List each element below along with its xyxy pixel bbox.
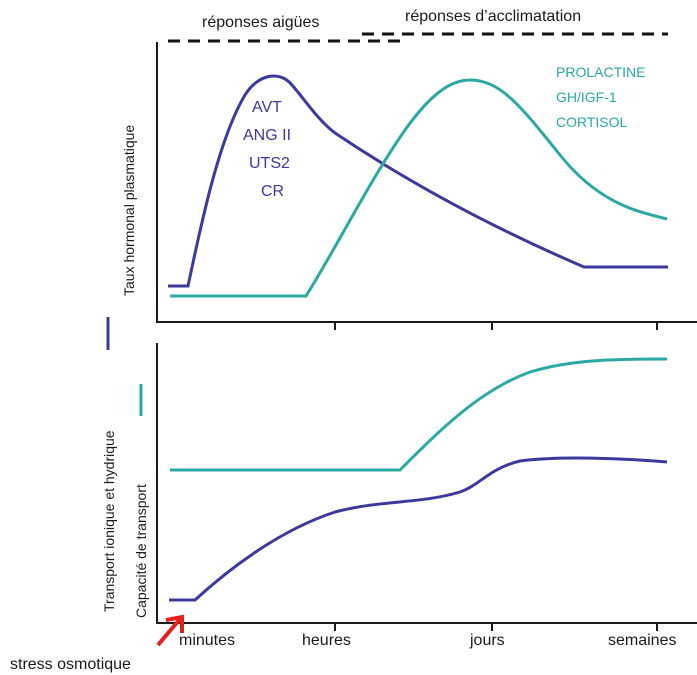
hormone-label-cr: CR bbox=[261, 183, 284, 200]
bottom-y-axis-label-teal: Capacité de transport bbox=[133, 484, 149, 618]
acute-response-label: réponses aigües bbox=[202, 14, 319, 31]
hormone-label-uts2: UTS2 bbox=[249, 155, 290, 172]
acute-hormone-curve bbox=[168, 74, 668, 288]
hormone-label-cortisol: CORTISOL bbox=[556, 114, 628, 130]
bottom-panel-axes bbox=[156, 343, 697, 624]
hormone-label-prolactine: PROLACTINE bbox=[556, 64, 645, 80]
acclimation-hormone-curve bbox=[170, 78, 668, 298]
bottom-y-axis-label-blue: Transport ionique et hydrique bbox=[101, 430, 117, 612]
hormone-label-avt: AVT bbox=[252, 99, 282, 116]
transport-capacity-curve bbox=[170, 357, 668, 472]
x-tick-jours: jours bbox=[469, 632, 505, 649]
top-panel-axes bbox=[156, 42, 697, 323]
x-tick-minutes: minutes bbox=[179, 632, 235, 649]
acclimation-response-label: réponses d’acclimatation bbox=[405, 8, 581, 25]
hormone-label-gh-igf1: GH/IGF-1 bbox=[556, 89, 617, 105]
bottom-panel: Transport ionique et hydrique Capacité d… bbox=[101, 317, 697, 631]
x-tick-heures: heures bbox=[302, 632, 351, 649]
stress-osmotique-label: stress osmotique bbox=[10, 656, 131, 673]
ion-water-transport-curve bbox=[169, 456, 668, 602]
stress-arrow-icon bbox=[156, 614, 184, 647]
hormone-label-ang-ii: ANG II bbox=[243, 127, 291, 144]
x-tick-semaines: semaines bbox=[608, 632, 676, 649]
top-y-axis-label: Taux hormonal plasmatique bbox=[121, 125, 137, 296]
top-panel: Taux hormonal plasmatique AVT ANG II UTS… bbox=[121, 42, 697, 330]
